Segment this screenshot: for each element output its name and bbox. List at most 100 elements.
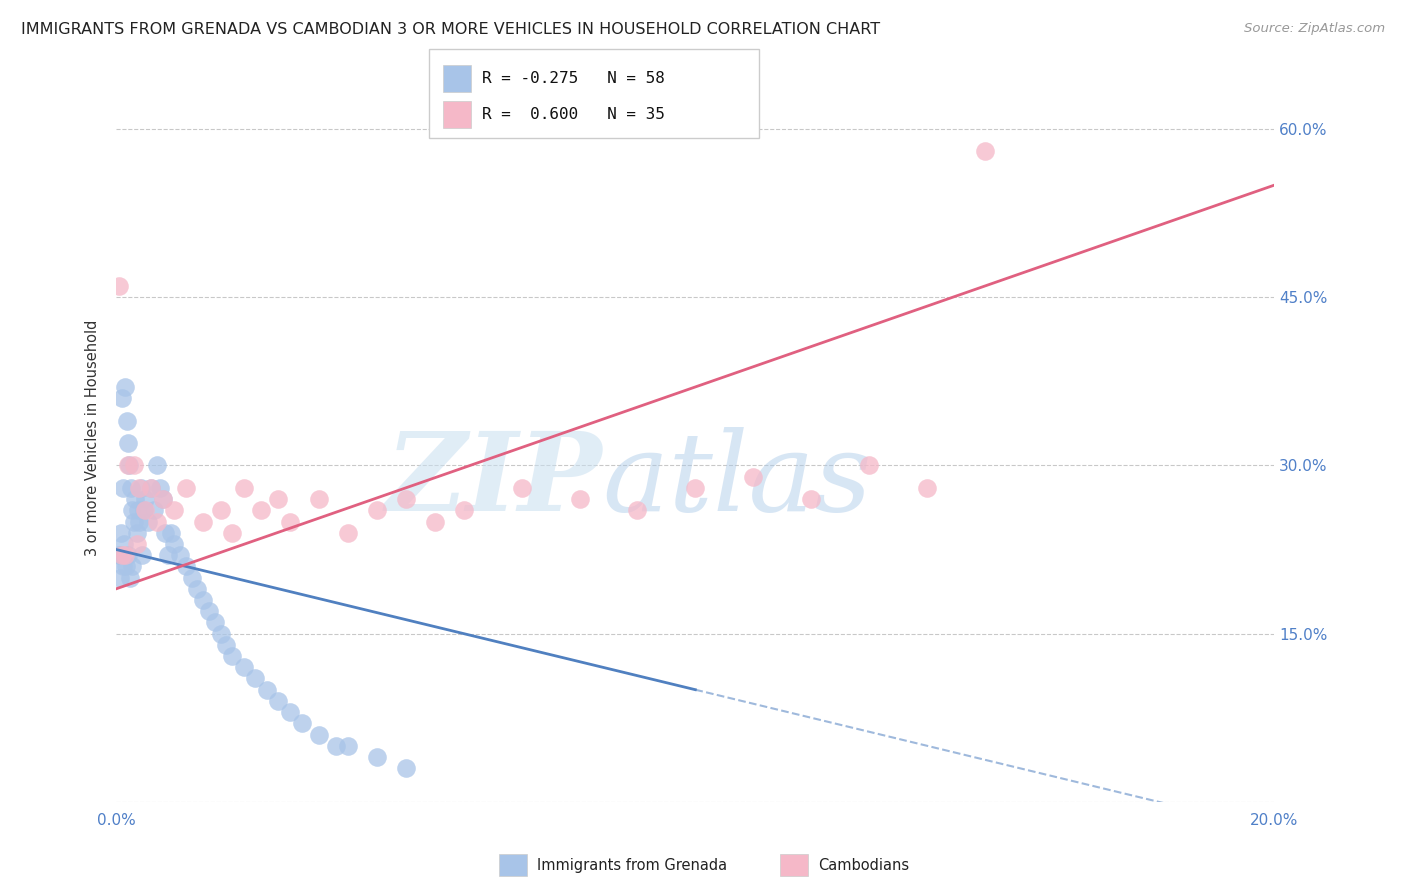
Point (117, 548, 139, 562)
Point (568, 492, 591, 507)
Point (139, 481, 162, 495)
Point (510, 481, 533, 495)
Point (121, 503, 143, 517)
Point (174, 559, 197, 574)
Point (626, 503, 648, 517)
Point (215, 638, 238, 652)
Point (395, 761, 418, 775)
Point (110, 548, 132, 562)
Point (232, 660, 254, 674)
Point (232, 481, 254, 495)
Point (209, 503, 232, 517)
Point (146, 515, 169, 529)
Text: ZIP: ZIP (387, 427, 603, 535)
Point (308, 727, 330, 741)
Point (111, 548, 134, 562)
Y-axis label: 3 or more Vehicles in Household: 3 or more Vehicles in Household (86, 319, 100, 556)
Point (134, 492, 156, 507)
Point (742, 469, 765, 483)
Point (163, 537, 186, 551)
Point (278, 705, 301, 719)
Point (122, 515, 145, 529)
Point (180, 570, 202, 584)
Point (160, 525, 183, 540)
Point (152, 492, 174, 507)
Point (111, 391, 134, 405)
Point (111, 559, 134, 574)
Point (114, 548, 136, 562)
Point (290, 716, 312, 731)
Point (127, 503, 149, 517)
Point (120, 570, 142, 584)
Point (366, 750, 388, 764)
Point (131, 548, 153, 562)
Point (267, 694, 290, 708)
Point (121, 559, 143, 574)
Point (132, 503, 155, 517)
Point (204, 615, 226, 630)
Point (186, 582, 208, 596)
Point (221, 648, 243, 663)
Point (174, 481, 197, 495)
Text: IMMIGRANTS FROM GRENADA VS CAMBODIAN 3 OR MORE VEHICLES IN HOUSEHOLD CORRELATION: IMMIGRANTS FROM GRENADA VS CAMBODIAN 3 O… (21, 22, 880, 37)
Point (152, 492, 174, 507)
Point (267, 492, 290, 507)
Point (117, 436, 139, 450)
Point (191, 593, 214, 607)
Point (122, 458, 145, 473)
Point (858, 458, 880, 473)
Point (115, 414, 138, 428)
Text: Cambodians: Cambodians (818, 858, 910, 872)
Point (125, 525, 148, 540)
Point (155, 525, 177, 540)
Point (128, 515, 150, 529)
Point (112, 537, 135, 551)
Text: Source: ZipAtlas.com: Source: ZipAtlas.com (1244, 22, 1385, 36)
Point (146, 458, 169, 473)
Point (395, 492, 418, 507)
Point (366, 503, 388, 517)
Point (163, 503, 186, 517)
Point (128, 481, 150, 495)
Point (117, 458, 139, 473)
Point (157, 548, 180, 562)
Point (134, 503, 156, 517)
Point (112, 481, 135, 495)
Point (124, 492, 146, 507)
Point (250, 503, 273, 517)
Point (110, 525, 132, 540)
Point (915, 481, 938, 495)
Point (973, 145, 995, 159)
Point (198, 604, 221, 618)
Point (120, 481, 142, 495)
Text: atlas: atlas (603, 427, 872, 535)
Point (108, 548, 131, 562)
Point (325, 739, 347, 753)
Point (308, 492, 330, 507)
Text: Immigrants from Grenada: Immigrants from Grenada (537, 858, 727, 872)
Point (115, 559, 138, 574)
Point (136, 515, 159, 529)
Point (245, 672, 267, 686)
Point (108, 570, 131, 584)
Point (169, 548, 191, 562)
Point (278, 515, 301, 529)
Point (191, 515, 214, 529)
Point (336, 739, 359, 753)
Point (685, 481, 707, 495)
Point (125, 537, 148, 551)
Point (118, 458, 141, 473)
Point (129, 481, 152, 495)
Point (336, 525, 359, 540)
Point (108, 279, 131, 293)
Point (209, 626, 232, 640)
Point (423, 515, 446, 529)
Point (139, 481, 162, 495)
Text: R =  0.600   N = 35: R = 0.600 N = 35 (482, 107, 665, 121)
Point (114, 380, 136, 394)
Point (256, 682, 278, 697)
Point (453, 503, 475, 517)
Point (149, 481, 172, 495)
Point (800, 492, 823, 507)
Text: R = -0.275   N = 58: R = -0.275 N = 58 (482, 71, 665, 86)
